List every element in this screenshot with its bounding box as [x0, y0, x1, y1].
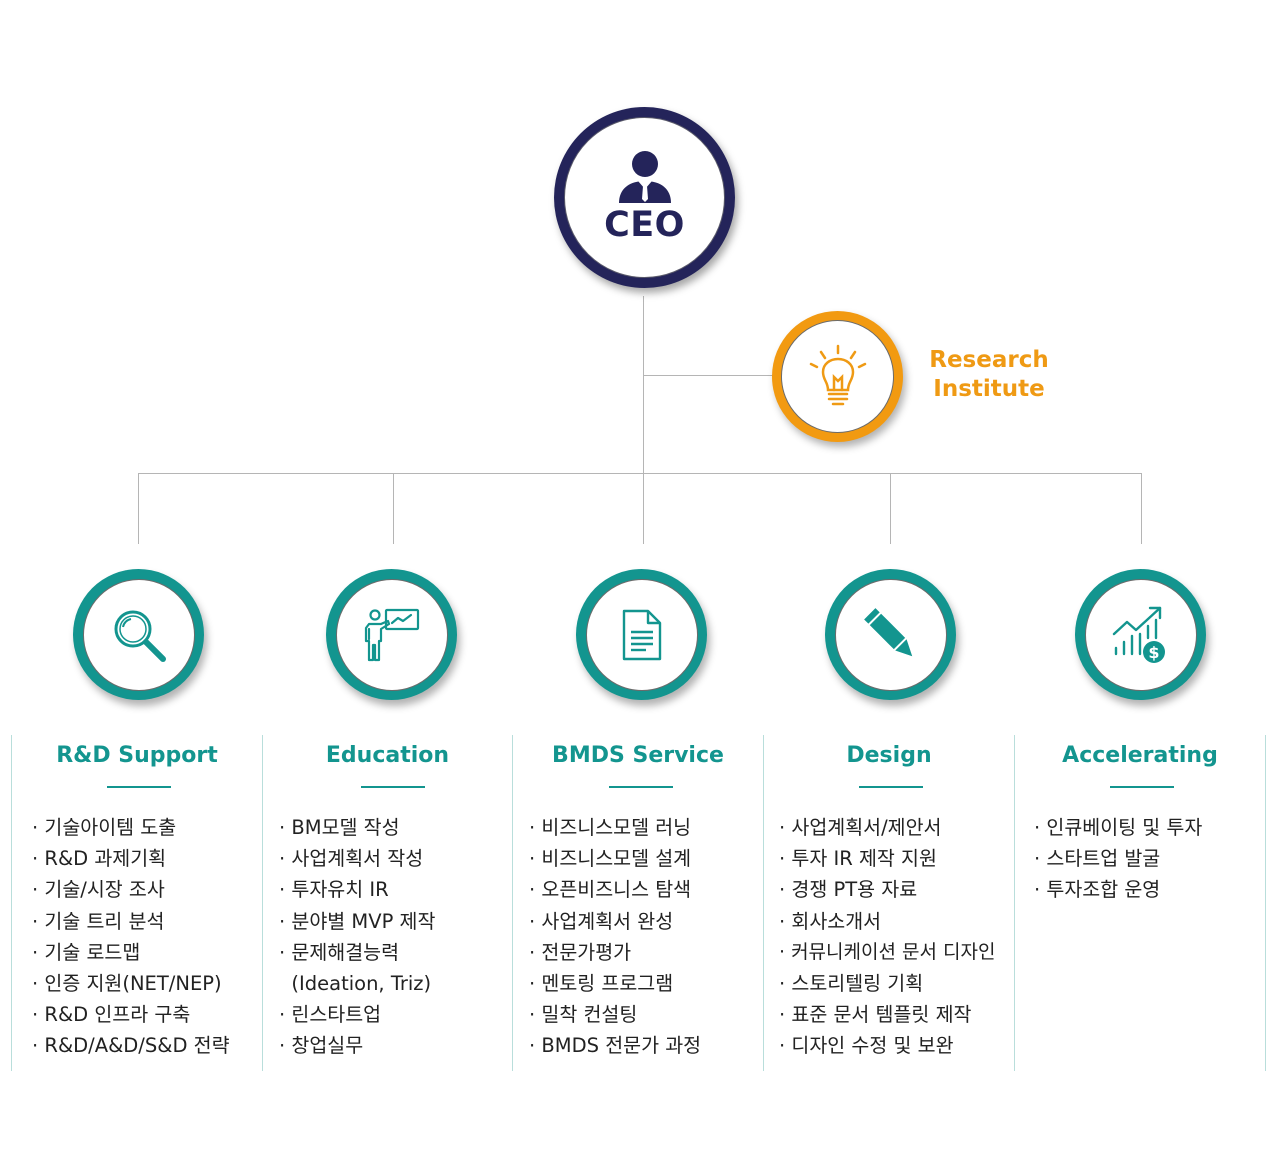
connector-drop-accelerating [1141, 473, 1142, 544]
accelerating-node: $ [1075, 569, 1206, 700]
education-column: Education · BM모델 작성 · 사업계획서 작성 · 투자유치 IR… [262, 735, 512, 1071]
design-title-rule [859, 786, 923, 788]
list-item: · 기술아이템 도출 [32, 816, 177, 839]
bmds-service-column: BMDS Service · 비즈니스모델 러닝 · 비즈니스모델 설계 · 오… [512, 735, 763, 1071]
rd-support-column: R&D Support · 기술아이템 도출 · R&D 과제기획 · 기술/시… [11, 735, 262, 1071]
design-title: Design [846, 743, 932, 768]
research-institute-label: Research Institute [919, 346, 1059, 404]
design-inner-circle [834, 578, 947, 691]
list-item: · 사업계획서 작성 [279, 847, 424, 871]
list-item: · 기술/시장 조사 [32, 878, 165, 902]
research-institute-label-line1: Research [929, 347, 1049, 373]
accelerating-item-list: · 인큐베이팅 및 투자 · 스타트업 발굴 · 투자조합 운영 [1034, 812, 1202, 906]
list-item: · 오픈비즈니스 탐색 [529, 878, 692, 902]
list-item: (Ideation, Triz) [279, 972, 432, 996]
list-item: · 인큐베이팅 및 투자 [1034, 816, 1203, 839]
design-column: Design · 사업계획서/제안서 · 투자 IR 제작 지원 · 경쟁 PT… [763, 735, 1014, 1071]
rd-support-node [73, 569, 204, 700]
rd-support-inner-circle [82, 578, 195, 691]
presenter-icon [362, 607, 422, 663]
list-item: · 기술 트리 분석 [32, 909, 165, 933]
list-item: · 디자인 수정 및 보완 [779, 1034, 954, 1058]
connector-drop-education [393, 473, 394, 544]
rd-support-title: R&D Support [56, 743, 218, 768]
bmds-service-inner-circle [585, 578, 698, 691]
svg-text:$: $ [1148, 643, 1159, 662]
list-item: · 멘토링 프로그램 [529, 972, 674, 996]
ceo-inner-circle: CEO [564, 117, 725, 278]
list-item: · BMDS 전문가 과정 [529, 1034, 702, 1058]
education-node [326, 569, 457, 700]
list-item: · 투자 IR 제작 지원 [779, 847, 937, 871]
ceo-node: CEO [554, 107, 735, 288]
person-icon [617, 150, 673, 203]
research-institute-inner-circle [781, 320, 894, 433]
rd-support-item-list: · 기술아이템 도출 · R&D 과제기획 · 기술/시장 조사 · 기술 트리… [32, 812, 230, 1062]
research-institute-label-line2: Institute [933, 376, 1045, 402]
education-inner-circle [335, 578, 448, 691]
list-item: · 경쟁 PT용 자료 [779, 878, 918, 902]
list-item: · 투자유치 IR [279, 878, 389, 902]
list-item: · 회사소개서 [779, 909, 882, 933]
growth-chart-icon: $ [1110, 604, 1172, 666]
connector-drop-design [890, 473, 891, 544]
list-item: · 커뮤니케이션 문서 디자인 [779, 940, 996, 963]
rd-support-title-rule [107, 786, 171, 788]
list-item: · 표준 문서 템플릿 제작 [779, 1003, 972, 1027]
accelerating-title-rule [1110, 786, 1174, 788]
list-item: · R&D 인프라 구축 [32, 1003, 191, 1027]
education-title-rule [361, 786, 425, 788]
list-item: · 인증 지원(NET/NEP) [32, 972, 222, 996]
education-title: Education [325, 743, 450, 768]
list-item: · 기술 로드맵 [32, 940, 141, 964]
magnifier-icon [109, 605, 169, 665]
document-icon [620, 608, 664, 662]
pencil-icon [863, 607, 919, 663]
list-item: · 분야별 MVP 제작 [279, 909, 436, 933]
accelerating-column: Accelerating · 인큐베이팅 및 투자 · 스타트업 발굴 · 투자… [1014, 735, 1266, 1071]
bmds-service-node [576, 569, 707, 700]
research-institute-node [772, 311, 903, 442]
ceo-label: CEO [604, 204, 685, 245]
list-item: · 스타트업 발굴 [1034, 847, 1161, 871]
list-item: · 사업계획서/제안서 [779, 816, 942, 839]
list-item: · 사업계획서 완성 [529, 909, 674, 933]
education-item-list: · BM모델 작성 · 사업계획서 작성 · 투자유치 IR · 분야별 MVP… [279, 812, 435, 1062]
list-item: · 린스타트업 [279, 1003, 382, 1027]
accelerating-title: Accelerating [1062, 743, 1218, 768]
list-item: · 전문가평가 [529, 940, 632, 964]
list-item: · R&D 과제기획 [32, 847, 167, 871]
bmds-service-title: BMDS Service [552, 743, 724, 768]
list-item: · 문제해결능력 [279, 940, 400, 964]
connector-horizontal-bus [138, 473, 1142, 474]
list-item: · 비즈니스모델 러닝 [529, 816, 692, 839]
list-item: · 투자조합 운영 [1034, 878, 1161, 902]
list-item: · 밀착 컨설팅 [529, 1003, 638, 1027]
list-item: · 창업실무 [279, 1034, 364, 1058]
connector-drop-rd [138, 473, 139, 544]
list-item: · 스토리텔링 기획 [779, 972, 924, 996]
list-item: · 비즈니스모델 설계 [529, 847, 692, 871]
connector-ceo-vertical [643, 296, 644, 544]
design-node [825, 569, 956, 700]
connector-research-branch [643, 375, 775, 376]
list-item: · BM모델 작성 [279, 816, 400, 839]
accelerating-inner-circle: $ [1084, 578, 1197, 691]
design-item-list: · 사업계획서/제안서 · 투자 IR 제작 지원 · 경쟁 PT용 자료 · … [779, 812, 995, 1062]
lightbulb-icon [806, 344, 870, 410]
bmds-service-title-rule [609, 786, 673, 788]
list-item: · R&D/A&D/S&D 전략 [32, 1034, 230, 1058]
bmds-service-item-list: · 비즈니스모델 러닝 · 비즈니스모델 설계 · 오픈비즈니스 탐색 · 사업… [529, 812, 701, 1062]
